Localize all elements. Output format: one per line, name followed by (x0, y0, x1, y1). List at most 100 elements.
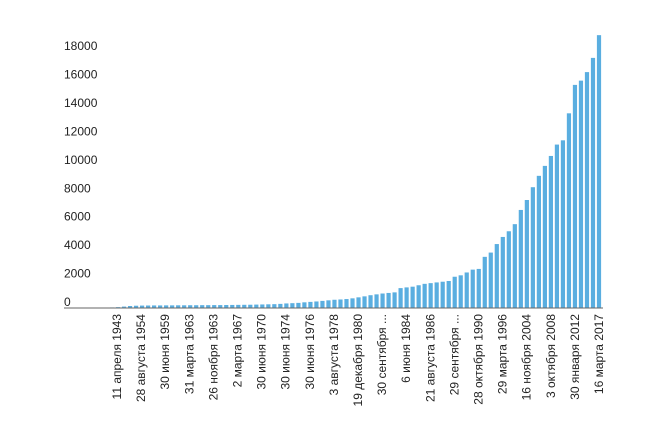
bar (470, 269, 475, 308)
bar (530, 187, 535, 308)
bar (248, 304, 253, 308)
x-tick-label: 3 августа 1978 (327, 314, 341, 396)
bar (590, 57, 596, 308)
bar (518, 209, 523, 308)
y-tick-label: 2000 (64, 267, 91, 281)
bar (164, 305, 169, 308)
bar (524, 200, 529, 308)
x-tick-label: 28 августа 1954 (134, 314, 148, 402)
bar (500, 236, 505, 308)
x-tick-label: 28 октября 1990 (472, 314, 486, 405)
bar (512, 224, 517, 308)
bar (452, 276, 457, 308)
bar (326, 300, 331, 308)
x-tick-label: 30 июня 1976 (303, 314, 317, 390)
x-tick-label: 19 декабря 1980 (351, 314, 365, 407)
bar (290, 303, 295, 308)
x-tick-label: 30 июня 1959 (158, 314, 172, 390)
bar (458, 275, 463, 308)
bar (314, 301, 319, 308)
bar (578, 80, 584, 308)
bar (133, 305, 139, 308)
bar (566, 113, 572, 308)
bar (428, 283, 433, 308)
bar (260, 304, 265, 308)
y-tick-label: 8000 (64, 181, 91, 195)
x-tick-label: 3 октября 2008 (544, 314, 558, 398)
bar (338, 299, 343, 308)
bar (482, 256, 487, 308)
x-tick-label: 16 ноября 2004 (520, 314, 534, 401)
bar (224, 305, 229, 308)
bar (554, 144, 560, 308)
bar (206, 305, 211, 308)
bar (170, 305, 175, 308)
bar (272, 304, 277, 308)
bar (548, 155, 553, 308)
bar (296, 302, 301, 308)
y-tick-label: 14000 (64, 96, 98, 110)
bar (176, 305, 181, 308)
bar (422, 283, 427, 308)
bar (158, 305, 163, 308)
bar (446, 281, 451, 308)
bar (218, 305, 223, 308)
bar (362, 296, 367, 308)
x-tick-label: 21 августа 1986 (423, 314, 437, 402)
y-tick-label: 6000 (64, 210, 91, 224)
bar (356, 297, 361, 308)
y-tick-label: 16000 (64, 68, 98, 82)
x-tick-label: 2 марта 1967 (231, 314, 245, 388)
bar (266, 304, 271, 308)
bar (488, 252, 493, 308)
x-tick-label: 30 июня 1970 (255, 314, 269, 390)
x-tick-label: 29 марта 1996 (496, 314, 510, 394)
x-tick-label: 30 сентября ... (375, 314, 389, 395)
bar (398, 288, 403, 308)
y-tick-label: 12000 (64, 124, 98, 138)
bar (146, 305, 151, 308)
bar (344, 299, 349, 308)
bar (374, 294, 379, 308)
bar (200, 305, 205, 308)
y-axis-tick-labels: 0 2000 4000 6000 8000 10000 12000 14000 16000 180… (64, 39, 98, 309)
x-tick-label: 31 марта 1963 (182, 314, 196, 394)
bar (302, 302, 307, 308)
bar (464, 272, 469, 308)
bar (380, 293, 385, 308)
x-tick-label: 30 января 2012 (568, 314, 582, 400)
bar (584, 72, 590, 308)
bar (536, 175, 541, 308)
bar (320, 300, 325, 308)
bar (506, 231, 511, 308)
y-tick-label: 10000 (64, 153, 98, 167)
bar (182, 305, 187, 308)
bar (139, 305, 145, 308)
bar (386, 292, 391, 308)
bar (350, 298, 355, 308)
x-tick-label: 6 июня 1984 (399, 314, 413, 383)
bar (596, 35, 602, 308)
bar (572, 84, 578, 308)
bar (542, 165, 547, 308)
bar (392, 292, 397, 308)
bar (127, 306, 133, 308)
bar (194, 305, 199, 308)
bar (410, 286, 415, 308)
bar (332, 299, 337, 308)
y-tick-label: 18000 (64, 39, 98, 53)
y-tick-label: 4000 (64, 238, 91, 252)
bar (254, 304, 259, 308)
bar (434, 282, 439, 308)
y-tick-label: 0 (64, 295, 71, 309)
bar (242, 304, 247, 308)
x-tick-label: 11 апреля 1943 (110, 314, 124, 400)
x-tick-label: 26 ноября 1963 (206, 314, 220, 401)
bar (560, 140, 566, 308)
bar (212, 305, 217, 308)
bar (440, 281, 445, 308)
x-axis-tick-labels: 11 апреля 1943 28 августа 1954 30 июня 195… (110, 314, 606, 407)
bar (284, 303, 289, 308)
bar (404, 287, 409, 308)
